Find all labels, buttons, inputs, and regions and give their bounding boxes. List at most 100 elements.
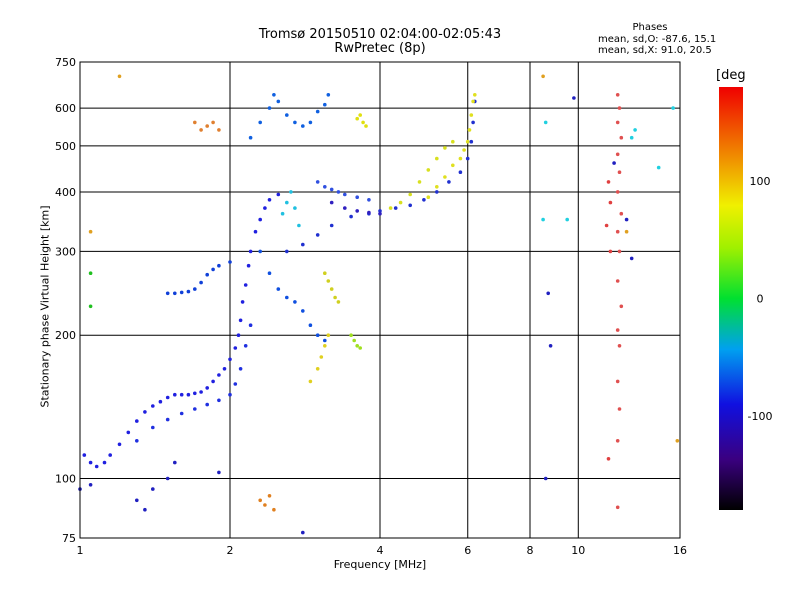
data-point [117,74,122,79]
colorbar [719,87,743,510]
data-point [435,190,439,194]
series-20 [88,271,93,309]
data-point [228,357,232,362]
colorbar-ticks: 100 0 -100 [748,175,773,423]
data-point [426,195,431,199]
data-point [280,211,285,216]
data-point [293,300,297,304]
data-point [329,187,334,192]
data-point [323,185,327,189]
data-point [165,395,170,400]
data-point [308,379,313,384]
data-point [211,379,215,384]
data-point [88,304,93,309]
data-point [319,355,324,359]
data-point [272,93,276,97]
data-point [378,209,382,213]
data-point [615,279,620,283]
data-point [272,507,276,512]
data-point [629,135,634,140]
x-tick-label: 4 [377,544,384,557]
chart-subtitle: RwPretec (8p) [334,41,426,56]
data-point [267,106,272,110]
grid [80,62,680,538]
data-point [293,206,297,210]
data-point [612,161,616,165]
series-22 [78,96,634,535]
series-0 [82,192,281,469]
data-point [326,279,331,283]
data-point [158,399,163,404]
data-point [349,333,353,338]
data-point [546,291,550,296]
data-point [435,156,439,161]
data-point [193,287,197,291]
data-point [193,407,197,411]
data-point [211,120,215,125]
colorbar-tick-label: 100 [750,175,771,188]
data-point [248,323,253,328]
colorbar-tick-label: -100 [748,410,773,423]
data-point [285,200,289,205]
data-point [82,453,87,457]
data-point [135,498,139,503]
series-17 [604,180,613,461]
data-point [606,180,611,184]
data-point [473,93,477,97]
data-point [228,260,232,264]
data-point [443,175,447,179]
data-point [355,344,360,348]
data-point [301,309,305,313]
data-point [253,229,258,234]
y-tick-label: 400 [55,186,76,199]
colorbar-unit: [deg [716,68,746,83]
data-point [467,128,472,132]
data-point [329,200,334,205]
data-point [276,99,281,104]
data-point [447,180,451,184]
colorbar-tick-label: 0 [757,293,764,306]
data-point [358,113,363,117]
series-1 [135,323,253,443]
data-point [205,124,209,128]
x-ticks: 1 2 4 6 8 10 16 [77,544,688,557]
data-point [326,333,331,338]
data-point [143,410,147,414]
data-point [258,217,263,222]
data-point [458,156,463,161]
data-point [315,233,320,237]
data-point [165,291,170,296]
data-point [624,229,629,234]
series-14 [280,190,301,228]
data-point [217,128,221,132]
data-point [388,206,393,210]
data-point [408,192,413,197]
data-point [471,99,475,104]
x-tick-label: 2 [227,544,234,557]
data-point [617,249,622,254]
data-point [617,170,622,174]
data-point [615,379,620,384]
data-point [193,120,197,125]
data-point [315,180,320,184]
data-point [615,120,620,125]
data-point [352,338,357,343]
data-point [173,392,177,397]
series-18 [193,120,221,132]
data-point [258,249,263,254]
data-point [543,120,548,125]
series-21 [88,74,680,443]
data-point [248,135,253,140]
data-point [608,249,613,254]
y-tick-label: 300 [55,245,76,258]
data-point [233,346,238,350]
data-point [323,344,327,348]
data-point [199,390,203,394]
data-point [217,263,221,268]
y-ticks: 75 100 200 300 400 500 600 750 [55,56,76,545]
x-tick-label: 10 [571,544,585,557]
data-point [417,180,422,184]
data-point [617,407,622,411]
data-point [205,402,209,407]
series-8 [426,93,477,199]
